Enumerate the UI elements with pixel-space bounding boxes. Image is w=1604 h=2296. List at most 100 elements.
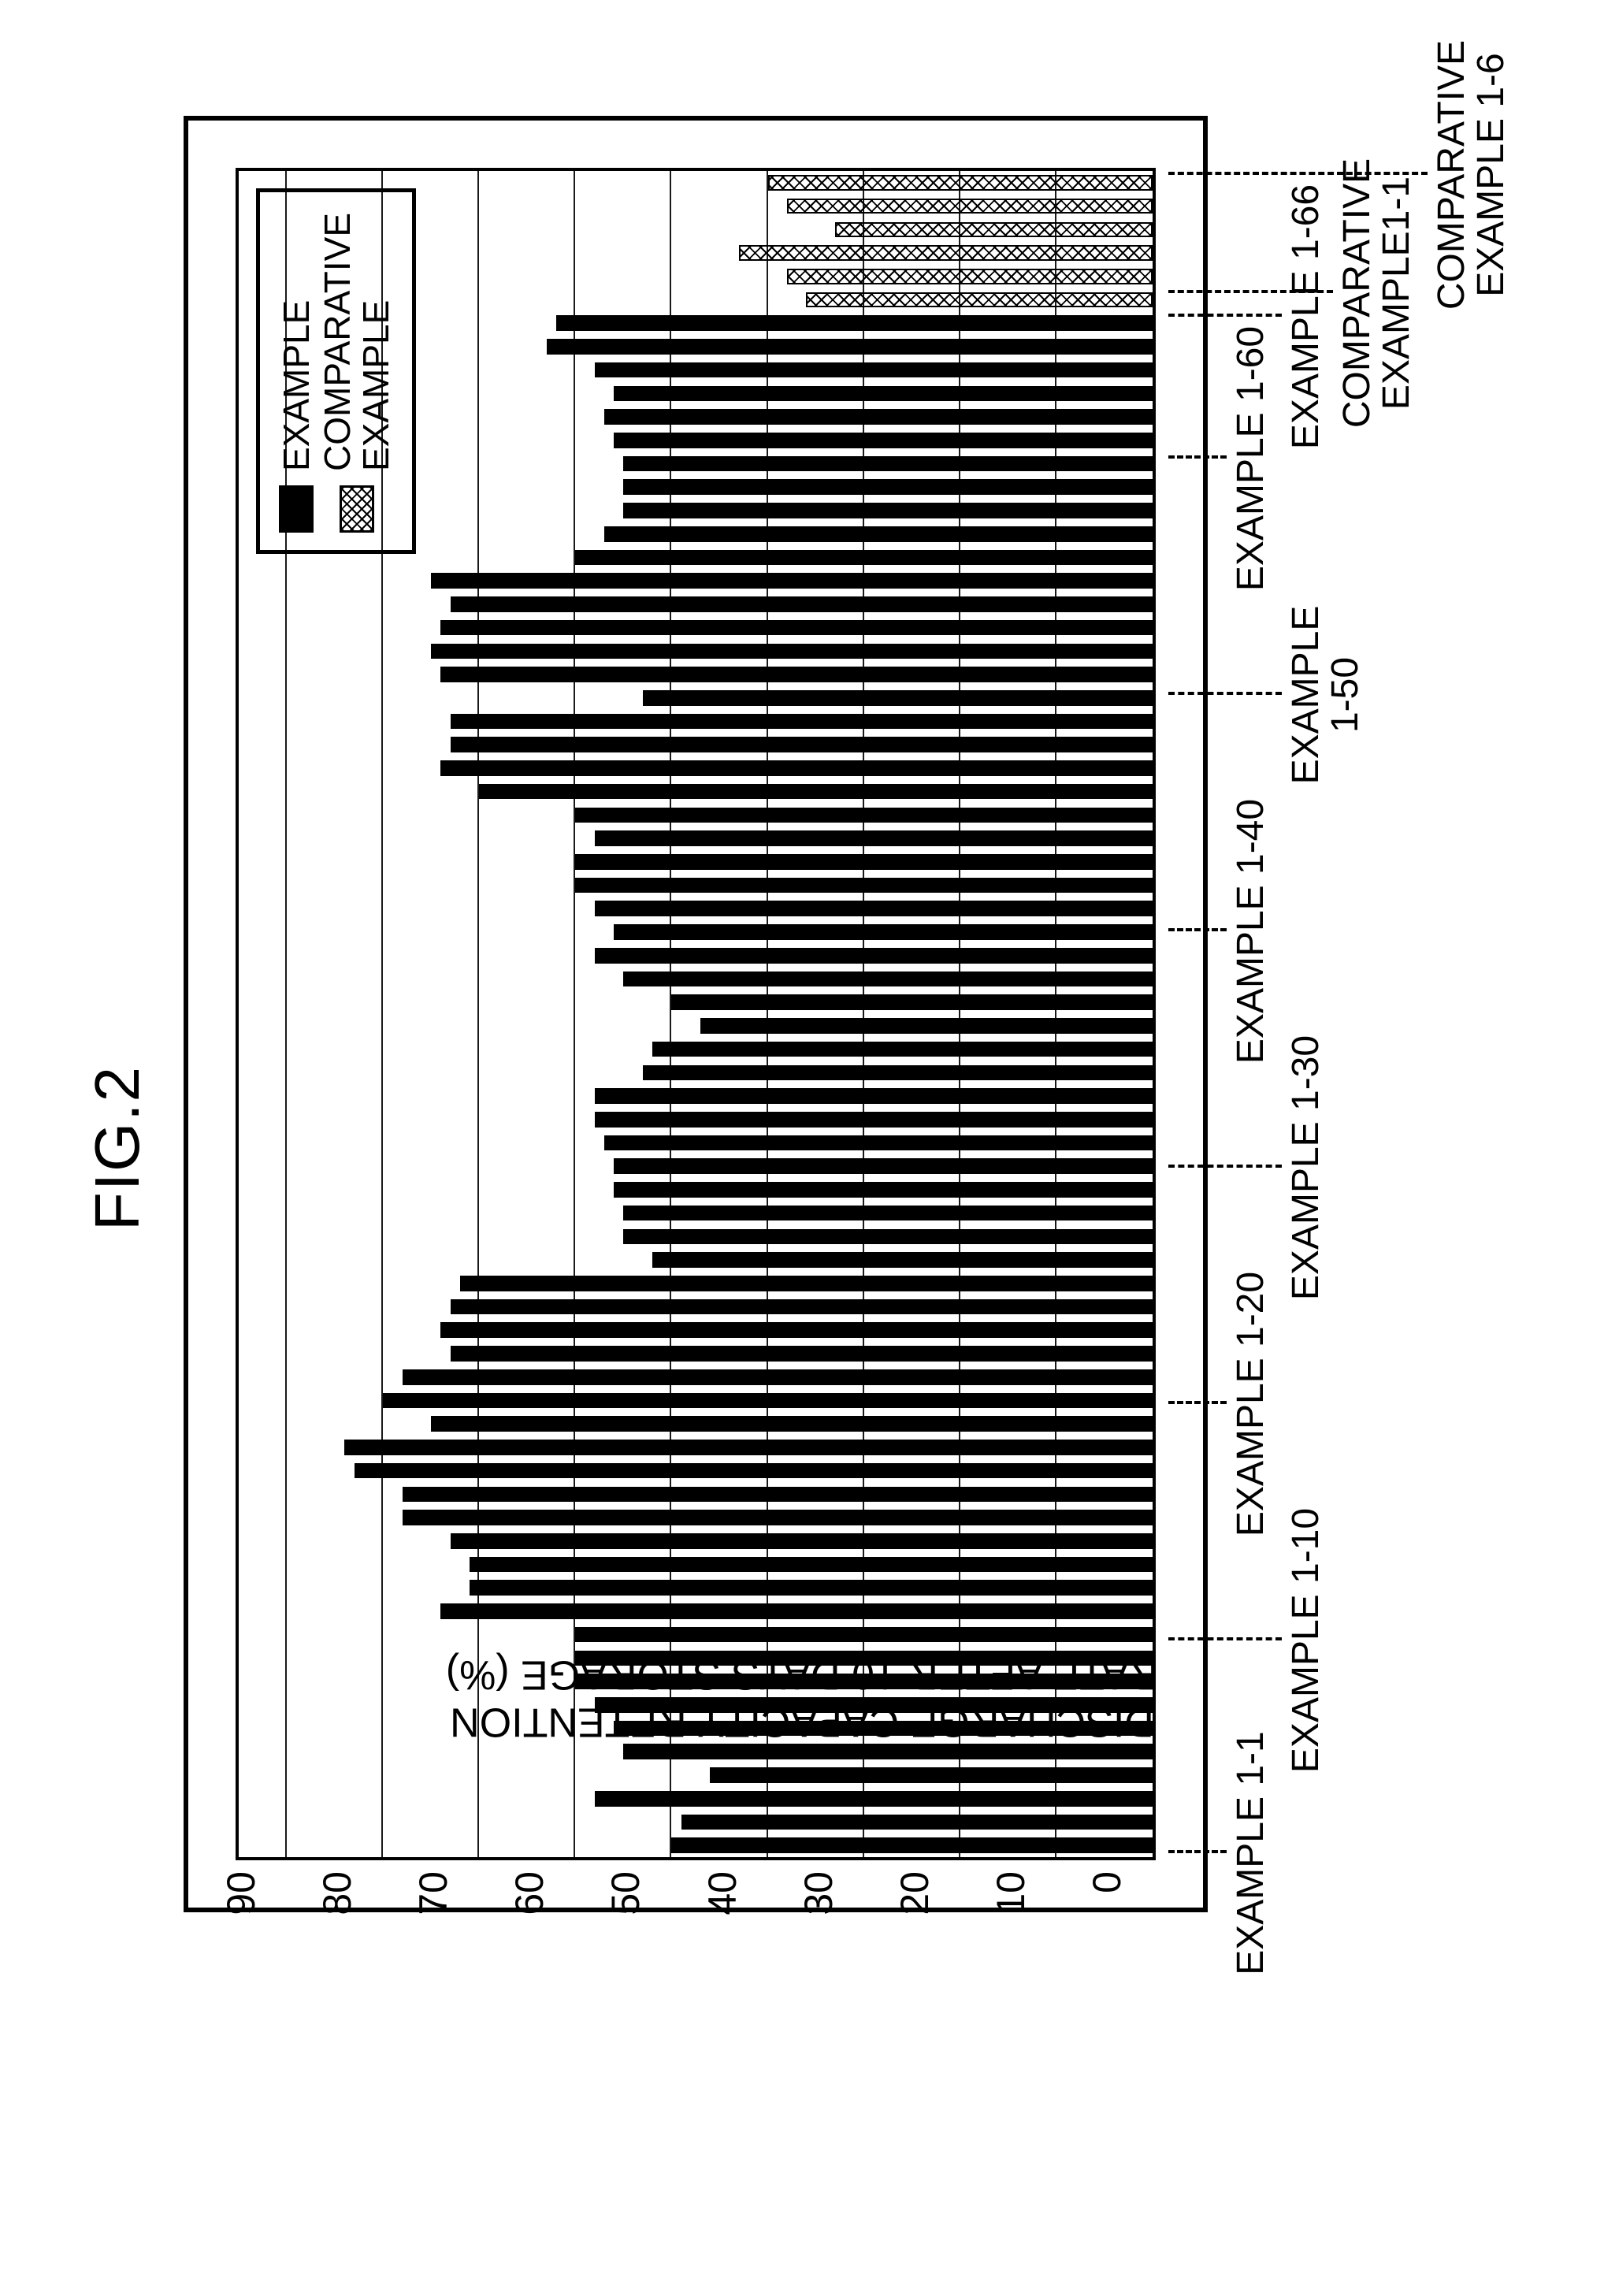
bar-example: [440, 667, 1153, 682]
legend-swatch-example: [279, 485, 314, 533]
bar-example: [575, 550, 1153, 566]
bar-comparative: [806, 292, 1153, 308]
bar-example: [681, 1815, 1153, 1830]
gridline: [767, 171, 768, 1857]
legend-swatch-comparative: [340, 485, 374, 533]
x-marker-dash: [1168, 1165, 1282, 1168]
bar-example: [575, 878, 1153, 894]
bar-example: [604, 526, 1153, 542]
y-tick-label: 30: [796, 1857, 841, 1915]
x-marker-dash: [1168, 1637, 1282, 1640]
x-axis-label: EXAMPLE 1-50: [1287, 606, 1366, 785]
y-tick-label: 20: [892, 1857, 938, 1915]
bar-example: [671, 1837, 1153, 1853]
bar-example: [575, 1627, 1153, 1643]
bar-example: [440, 760, 1153, 776]
bar-example: [595, 1697, 1153, 1713]
figure-title: FIG.2: [81, 84, 154, 2212]
legend-item-comparative: COMPARATIVE EXAMPLE: [318, 213, 395, 533]
x-axis-label: EXAMPLE 1-40: [1231, 799, 1271, 1064]
y-tick-label: 90: [218, 1857, 264, 1915]
bar-example: [451, 714, 1153, 730]
bar-example: [556, 315, 1153, 331]
legend-label-comparative: COMPARATIVE EXAMPLE: [318, 213, 395, 471]
bar-example: [595, 362, 1153, 378]
bar-example: [614, 433, 1153, 448]
bar-example: [614, 1182, 1153, 1198]
bar-comparative: [739, 245, 1153, 261]
bar-comparative: [835, 222, 1153, 238]
x-axis-label: EXAMPLE 1-20: [1231, 1272, 1271, 1536]
bar-example: [623, 479, 1153, 495]
bar-example: [575, 808, 1153, 823]
bar-example: [451, 737, 1153, 752]
bar-example: [575, 854, 1153, 870]
bar-example: [451, 596, 1153, 612]
x-marker-dash: [1168, 290, 1333, 293]
y-tick-label: 50: [603, 1857, 648, 1915]
y-tick-label: 70: [410, 1857, 456, 1915]
bar-example: [431, 573, 1153, 589]
gridline: [959, 171, 960, 1857]
page: FIG.2 DISCHARGE CAPACITY RETENTION RATE …: [0, 0, 1604, 2296]
x-axis-label: COMPARATIVE EXAMPLE1-1: [1338, 158, 1417, 428]
y-tick-label: 10: [988, 1857, 1034, 1915]
bar-example: [595, 1088, 1153, 1104]
bar-example: [344, 1440, 1153, 1455]
bar-example: [652, 1042, 1153, 1057]
bar-comparative: [787, 269, 1153, 284]
bar-example: [710, 1767, 1153, 1783]
bar-example: [451, 1346, 1153, 1362]
x-axis-label: EXAMPLE 1-30: [1287, 1035, 1326, 1300]
bar-example: [671, 994, 1153, 1010]
x-axis-label: EXAMPLE 1-10: [1287, 1508, 1326, 1773]
bar-example: [614, 1158, 1153, 1174]
x-marker-dash: [1168, 314, 1282, 317]
legend-item-example: EXAMPLE: [277, 213, 315, 533]
bar-example: [623, 1229, 1153, 1245]
plot-area: EXAMPLE COMPARATIVE EXAMPLE 010203040506…: [236, 168, 1156, 1860]
x-axis-label: EXAMPLE 1-1: [1231, 1731, 1271, 1975]
x-marker-dash: [1168, 1401, 1227, 1404]
bar-example: [451, 1533, 1153, 1549]
x-marker-dash: [1168, 1850, 1227, 1853]
gridline: [863, 171, 864, 1857]
bar-example: [575, 1674, 1153, 1689]
bar-example: [623, 503, 1153, 518]
x-marker-dash: [1168, 928, 1227, 931]
bar-example: [614, 924, 1153, 940]
x-marker-dash: [1168, 692, 1282, 695]
bar-example: [470, 1557, 1153, 1573]
x-axis-label: EXAMPLE 1-66: [1287, 184, 1326, 449]
bar-example: [355, 1463, 1153, 1479]
gridline: [381, 171, 383, 1857]
bar-comparative: [768, 175, 1153, 191]
y-tick-label: 80: [314, 1857, 360, 1915]
gridline: [670, 171, 671, 1857]
bar-example: [431, 1416, 1153, 1432]
bar-example: [595, 830, 1153, 846]
gridline: [574, 171, 575, 1857]
bar-example: [440, 1603, 1153, 1619]
bar-comparative: [787, 199, 1153, 214]
x-axis-label: COMPARATIVE EXAMPLE 1-6: [1432, 40, 1512, 310]
chart-container: FIG.2 DISCHARGE CAPACITY RETENTION RATE …: [73, 84, 1531, 2212]
bar-example: [575, 1651, 1153, 1666]
bar-example: [652, 1252, 1153, 1268]
bar-example: [460, 1276, 1153, 1291]
bar-example: [614, 1721, 1153, 1737]
bar-example: [604, 1135, 1153, 1151]
bar-example: [623, 972, 1153, 987]
bar-example: [403, 1369, 1153, 1385]
y-tick-label: 60: [507, 1857, 552, 1915]
y-tick-label: 0: [1084, 1857, 1130, 1893]
chart-outer-frame: EXAMPLE COMPARATIVE EXAMPLE 010203040506…: [184, 116, 1208, 1912]
x-marker-dash: [1168, 172, 1428, 175]
bar-example: [595, 901, 1153, 916]
bar-example: [440, 1322, 1153, 1338]
bar-example: [643, 690, 1153, 706]
bar-example: [614, 386, 1153, 402]
bar-example: [700, 1018, 1153, 1034]
legend-label-example: EXAMPLE: [277, 300, 315, 471]
x-marker-dash: [1168, 455, 1227, 459]
